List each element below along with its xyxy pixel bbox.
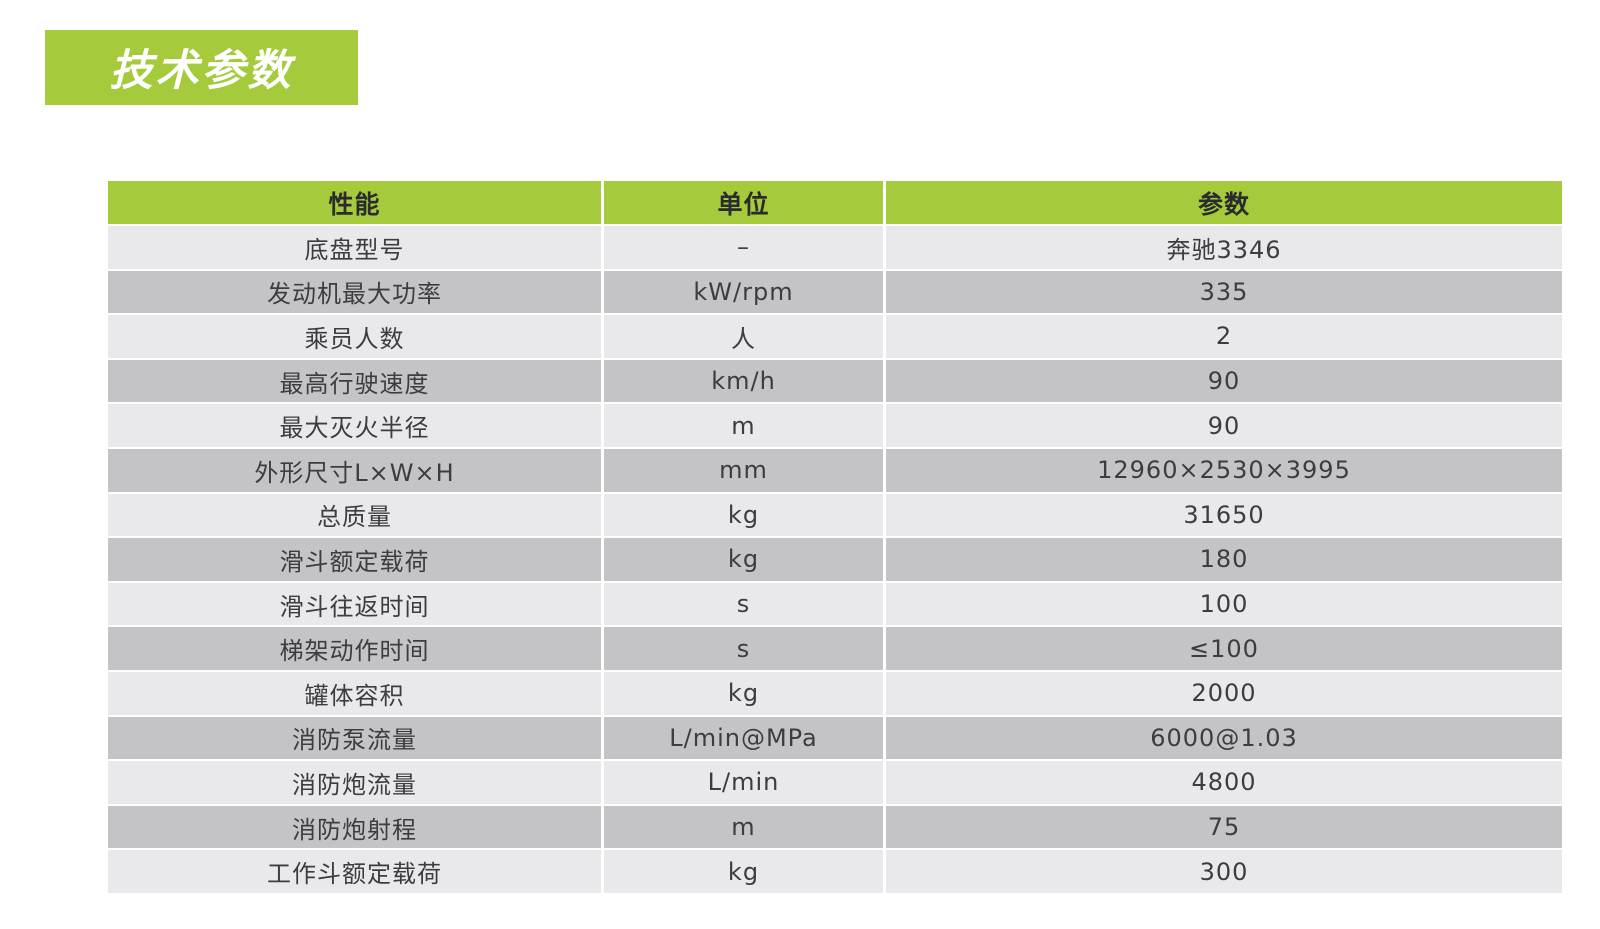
- row-name-cell: 梯架动作时间: [108, 627, 601, 670]
- row-unit-cell: mm: [604, 448, 883, 492]
- row-name-cell: 总质量: [108, 493, 601, 537]
- table-row: 罐体容积 kg 2000: [108, 671, 1562, 715]
- row-value-cell: 300: [886, 850, 1562, 893]
- table-row: 消防炮射程 m 75: [108, 805, 1562, 849]
- table-header-row: 性能 单位 参数: [108, 181, 1562, 224]
- table-row: 最大灭火半径 m 90: [108, 404, 1562, 447]
- row-value-cell: 6000@1.03: [886, 716, 1562, 760]
- row-name-cell: 发动机最大功率: [108, 270, 601, 314]
- row-value-cell: 75: [886, 805, 1562, 849]
- row-value-cell: 2000: [886, 671, 1562, 715]
- row-name-cell: 乘员人数: [108, 315, 601, 358]
- row-unit-cell: m: [604, 404, 883, 447]
- row-unit-cell: –: [604, 226, 883, 269]
- section-title-banner: 技术参数: [45, 30, 358, 105]
- row-value-cell: 31650: [886, 493, 1562, 537]
- table-row: 消防泵流量 L/min@MPa 6000@1.03: [108, 716, 1562, 760]
- row-name-cell: 消防炮射程: [108, 805, 601, 849]
- row-value-cell: 4800: [886, 761, 1562, 804]
- row-value-cell: ≤100: [886, 627, 1562, 670]
- row-name-cell: 最高行驶速度: [108, 359, 601, 403]
- table-row: 外形尺寸L×W×H mm 12960×2530×3995: [108, 448, 1562, 492]
- row-value-cell: 335: [886, 270, 1562, 314]
- row-value-cell: 90: [886, 359, 1562, 403]
- row-name-cell: 消防泵流量: [108, 716, 601, 760]
- row-name-cell: 滑斗往返时间: [108, 582, 601, 626]
- table-row: 底盘型号 – 奔驰3346: [108, 226, 1562, 269]
- table-row: 滑斗往返时间 s 100: [108, 582, 1562, 626]
- table-row: 总质量 kg 31650: [108, 493, 1562, 537]
- column-header-parameter: 参数: [886, 181, 1562, 224]
- row-unit-cell: 人: [604, 315, 883, 358]
- table-row: 消防炮流量 L/min 4800: [108, 761, 1562, 804]
- column-header-unit: 单位: [604, 181, 883, 224]
- table-row: 最高行驶速度 km/h 90: [108, 359, 1562, 403]
- table-row: 乘员人数 人 2: [108, 315, 1562, 358]
- row-name-cell: 工作斗额定载荷: [108, 850, 601, 893]
- row-unit-cell: s: [604, 582, 883, 626]
- column-header-performance: 性能: [108, 181, 601, 224]
- row-unit-cell: km/h: [604, 359, 883, 403]
- section-title: 技术参数: [109, 45, 294, 96]
- row-name-cell: 消防炮流量: [108, 761, 601, 804]
- table-row: 滑斗额定载荷 kg 180: [108, 538, 1562, 581]
- table-row: 工作斗额定载荷 kg 300: [108, 850, 1562, 893]
- row-value-cell: 180: [886, 538, 1562, 581]
- row-unit-cell: s: [604, 627, 883, 670]
- row-name-cell: 外形尺寸L×W×H: [108, 448, 601, 492]
- row-name-cell: 最大灭火半径: [108, 404, 601, 447]
- row-unit-cell: kW/rpm: [604, 270, 883, 314]
- spec-table: 性能 单位 参数 底盘型号 – 奔驰3346 发动机最大功率 kW/rpm 33…: [108, 181, 1562, 893]
- row-unit-cell: kg: [604, 493, 883, 537]
- table-row: 发动机最大功率 kW/rpm 335: [108, 270, 1562, 314]
- row-unit-cell: L/min@MPa: [604, 716, 883, 760]
- row-value-cell: 90: [886, 404, 1562, 447]
- row-name-cell: 滑斗额定载荷: [108, 538, 601, 581]
- row-unit-cell: kg: [604, 538, 883, 581]
- row-unit-cell: kg: [604, 671, 883, 715]
- row-value-cell: 2: [886, 315, 1562, 358]
- row-value-cell: 奔驰3346: [886, 226, 1562, 269]
- row-unit-cell: m: [604, 805, 883, 849]
- table-row: 梯架动作时间 s ≤100: [108, 627, 1562, 670]
- row-value-cell: 12960×2530×3995: [886, 448, 1562, 492]
- row-value-cell: 100: [886, 582, 1562, 626]
- row-name-cell: 底盘型号: [108, 226, 601, 269]
- row-unit-cell: kg: [604, 850, 883, 893]
- row-unit-cell: L/min: [604, 761, 883, 804]
- row-name-cell: 罐体容积: [108, 671, 601, 715]
